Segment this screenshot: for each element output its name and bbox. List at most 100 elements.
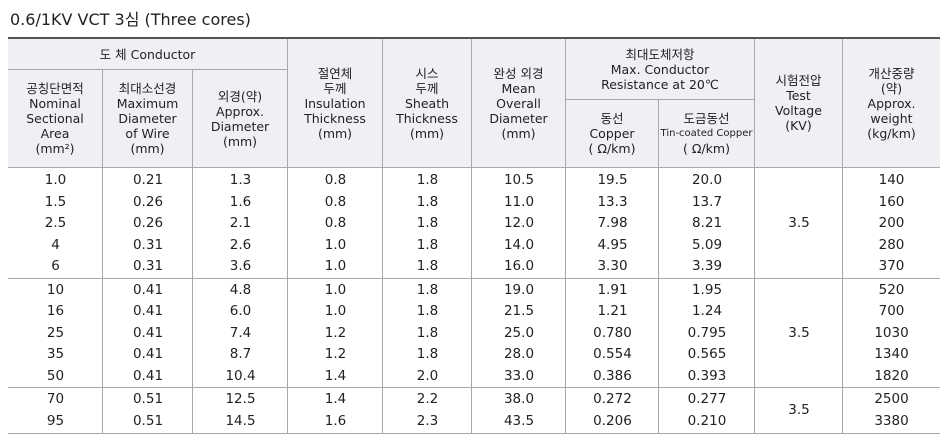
header-text: weight	[870, 110, 913, 126]
header-text: Sheath	[404, 95, 450, 111]
table-cell: 16	[46, 303, 65, 320]
header-text: Thickness	[304, 110, 366, 126]
header-text: 시험전압	[775, 73, 822, 88]
header-cell: 외경(약) Approx. Diameter (mm)	[193, 70, 288, 168]
table-cell: 7.98	[597, 215, 628, 232]
bottom-border	[8, 433, 940, 434]
header-text: 두께	[415, 80, 439, 96]
table-cell: 3.30	[597, 258, 628, 275]
table-cell: 13.7	[691, 193, 723, 210]
table-cell: 200	[878, 215, 905, 232]
table-cell: 0.41	[132, 303, 164, 320]
column-divider	[287, 168, 288, 434]
title: 0.6/1KV VCT 3심 (Three cores)	[10, 10, 251, 29]
header-text: (mm)	[501, 125, 536, 141]
table-cell: 1.5	[44, 193, 67, 210]
header-text: of Wire	[125, 126, 170, 141]
table-cell: 0.41	[132, 367, 164, 384]
header-cell: 완성 외경 Mean Overall Diameter (mm)	[472, 39, 566, 168]
header-text: Diameter	[489, 110, 548, 126]
table-cell: 1.91	[597, 281, 628, 298]
table-cell: 0.31	[132, 236, 164, 253]
table-cell: 35	[46, 346, 65, 363]
table-cell: 160	[878, 193, 905, 210]
header-text: 시스	[415, 65, 439, 81]
header-text: (kg/km)	[867, 125, 916, 141]
header-text: (mm)	[409, 125, 445, 141]
table-cell: 280	[878, 236, 905, 253]
header-text: Voltage	[775, 103, 822, 118]
table-cell: 0.51	[132, 412, 164, 429]
table-cell: 2500	[874, 391, 909, 408]
table-cell: 0.272	[593, 391, 632, 408]
table-cell: 0.51	[132, 391, 164, 408]
table-cell: 370	[878, 258, 905, 275]
table-cell: 7.4	[229, 324, 252, 341]
table-cell: 28.0	[503, 346, 535, 363]
table-cell: 1.8	[416, 236, 439, 253]
header-text: (mm)	[317, 125, 353, 141]
header-text: Area	[40, 126, 70, 141]
group-divider	[8, 277, 940, 279]
table-cell: 700	[878, 303, 905, 320]
header-text: Diameter	[118, 111, 177, 126]
table-cell: 1030	[874, 324, 909, 341]
table-cell: 14.5	[225, 412, 256, 429]
header-text: Diameter	[210, 118, 270, 134]
column-divider	[565, 168, 566, 434]
table-cell: 38.0	[503, 391, 535, 408]
table-cell: 21.5	[503, 303, 535, 320]
table-cell: 4.95	[597, 236, 628, 253]
table-cell: 19.0	[503, 281, 535, 298]
header-cell: 최대도체저항 Max. Conductor Resistance at 20℃	[566, 39, 755, 100]
header-text: 두께	[323, 80, 347, 96]
header-text: Approx.	[216, 103, 264, 119]
column-divider	[382, 168, 383, 434]
table-cell: 0.8	[324, 215, 347, 232]
table-cell: 4.8	[229, 281, 252, 298]
header-cell: 도금동선 Tin-coated Copper ( Ω/km)	[659, 100, 755, 168]
group-divider	[8, 387, 940, 388]
header-text: Insulation	[304, 95, 366, 111]
header-text: 도금동선	[683, 111, 730, 126]
table-cell: 2.3	[416, 412, 439, 429]
header-cell: 동선 Copper( Ω/km)	[566, 100, 659, 168]
table-cell: 1.8	[416, 346, 439, 363]
header-cell: 시험전압 Test Voltage (KV)	[755, 39, 843, 168]
table-cell: 0.41	[132, 346, 164, 363]
table-cell: 0.31	[132, 258, 164, 275]
table-cell: 5.09	[691, 236, 723, 253]
header-text: (mm)	[130, 141, 165, 156]
table-cell: 19.5	[597, 172, 628, 189]
table-cell: 1.0	[324, 258, 347, 275]
table-cell: 13.3	[597, 193, 628, 210]
table-cell: 8.7	[229, 346, 252, 363]
top-border	[8, 37, 940, 39]
header-cell: 최대소선경 Maximum Diameter of Wire (mm)	[103, 70, 193, 168]
column-divider	[754, 168, 755, 434]
table-cell: 0.565	[687, 346, 727, 363]
table-cell: 50	[46, 367, 65, 384]
table-cell: 0.8	[324, 172, 347, 189]
table-cell: 0.26	[132, 193, 164, 210]
table-cell: 20.0	[691, 172, 723, 189]
table-cell: 10.4	[225, 367, 256, 384]
table-cell: 12.0	[503, 215, 535, 232]
table-cell: 0.210	[687, 412, 727, 429]
table-cell: 1.0	[324, 236, 347, 253]
table-cell: 0.780	[593, 324, 632, 341]
table-cell: 1.8	[416, 193, 439, 210]
table-cell: 0.41	[132, 324, 164, 341]
voltage-cell: 3.5	[788, 402, 810, 418]
table-cell: 3.39	[691, 258, 723, 275]
table-cell: 11.0	[503, 193, 535, 210]
header-text: Tin-coated Copper	[660, 128, 753, 139]
table-cell: 3380	[874, 412, 909, 429]
column-divider	[842, 168, 843, 434]
table-cell: 1.8	[416, 172, 439, 189]
table-cell: 95	[46, 412, 65, 429]
header-text: 절연체	[317, 65, 353, 81]
table-cell: 0.386	[593, 367, 632, 384]
header-text: Mean	[501, 80, 536, 96]
header-text: 공칭단면적	[26, 81, 84, 96]
